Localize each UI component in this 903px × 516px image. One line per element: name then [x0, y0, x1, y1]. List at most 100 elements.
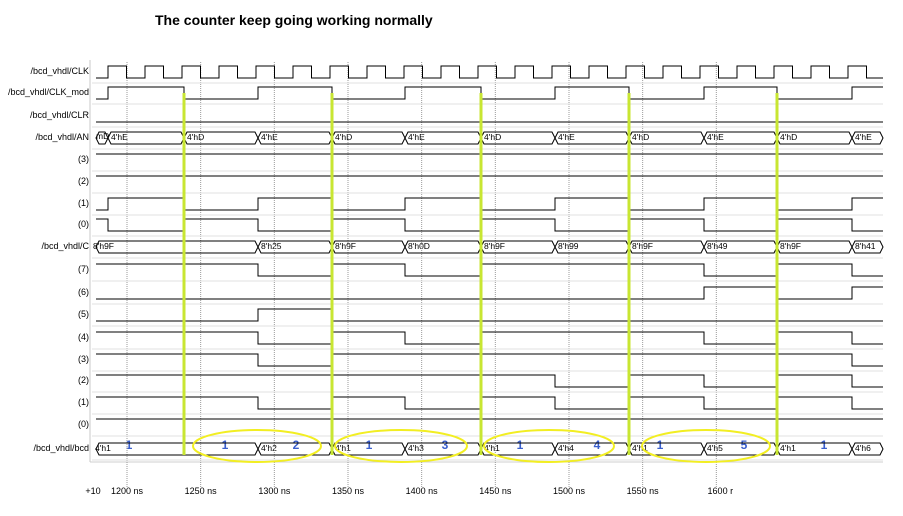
highlight-ellipse — [483, 429, 615, 463]
signal-label-c3[interactable]: (3) — [78, 354, 89, 364]
wave-c-segment — [703, 240, 778, 254]
wave-an-segment — [95, 131, 109, 145]
time-tick-label: 1600 r — [707, 486, 734, 496]
signal-label-c4[interactable]: (4) — [78, 332, 89, 342]
counter-annotation: 5 — [740, 438, 748, 452]
c-value: 8'h49 — [707, 241, 728, 251]
signal-label-an[interactable]: /bcd_vhdl/AN — [35, 132, 89, 142]
wave-bcd-segment — [95, 442, 259, 456]
signal-label-clkmod[interactable]: /bcd_vhdl/CLK_mod — [7, 87, 89, 97]
wave-an1 — [96, 197, 883, 211]
time-tick-label: 1400 ns — [405, 486, 438, 496]
wave-clk — [96, 65, 883, 79]
time-tick-label: 1550 ns — [626, 486, 659, 496]
highlight-ellipse — [192, 429, 322, 463]
wave-an-segment — [331, 131, 406, 145]
signal-label-clk[interactable]: /bcd_vhdl/CLK — [30, 66, 89, 76]
wave-c-segment — [257, 240, 333, 254]
wave-an-segment — [480, 131, 556, 145]
bcd-value: 4'h1 — [780, 443, 796, 453]
an-value: 4'hD — [632, 132, 650, 142]
wave-c-segment — [480, 240, 556, 254]
highlight-ellipse — [641, 429, 771, 463]
wave-bcd-segment — [703, 442, 778, 456]
wave-c-segment — [404, 240, 482, 254]
bcd-value: 4'h3 — [408, 443, 424, 453]
wave-an0 — [96, 218, 883, 232]
wave-an-segment — [257, 131, 333, 145]
wave-c7 — [96, 263, 883, 277]
c-value: 8'h41 — [855, 241, 876, 251]
bcd-value: 4'h2 — [261, 443, 277, 453]
c-value: 8'h9F — [93, 241, 114, 251]
time-tick-label: 1300 ns — [258, 486, 291, 496]
an-value: 4'hD — [187, 132, 205, 142]
signal-label-c5[interactable]: (5) — [78, 309, 89, 319]
counter-annotation: 1 — [125, 438, 133, 452]
counter-annotation: 4 — [593, 438, 601, 452]
time-tick-label: 1450 ns — [479, 486, 512, 496]
bcd-value: 4'h1 — [335, 443, 351, 453]
an-value: 4'hE — [111, 132, 128, 142]
wave-c5 — [96, 308, 883, 322]
signal-label-bcd[interactable]: /bcd_vhdl/bcd — [33, 443, 89, 453]
signal-label-c0[interactable]: (0) — [78, 419, 89, 429]
wave-an-segment — [776, 131, 853, 145]
c-value: 8'h0D — [408, 241, 430, 251]
an-value: 4'hE — [558, 132, 575, 142]
an-value: 4'hD — [484, 132, 502, 142]
counter-annotation: 3 — [441, 438, 449, 452]
wave-c1 — [96, 396, 883, 410]
bcd-value: 4'h1 — [632, 443, 648, 453]
wave-an-segment — [851, 131, 884, 145]
signal-label-c7[interactable]: (7) — [78, 264, 89, 274]
wave-c4 — [96, 331, 883, 345]
time-tick-label: 1200 ns — [110, 486, 144, 496]
wave-c2 — [96, 374, 883, 388]
signal-label-clr[interactable]: /bcd_vhdl/CLR — [29, 110, 89, 120]
wave-c — [95, 240, 884, 254]
an-value: 4'hE — [707, 132, 724, 142]
signal-label-an0[interactable]: (0) — [78, 219, 89, 229]
wave-an-segment — [404, 131, 482, 145]
time-tick-label: 1500 ns — [552, 486, 585, 496]
signal-label-an1[interactable]: (1) — [78, 198, 89, 208]
wave-bcd-segment — [851, 442, 884, 456]
wave-c-segment — [628, 240, 705, 254]
wave-an-segment — [554, 131, 630, 145]
wave-bcd-segment — [404, 442, 482, 456]
wave-bcd-segment — [628, 442, 705, 456]
wave-bcd-segment — [776, 442, 853, 456]
signal-label-c6[interactable]: (6) — [78, 287, 89, 297]
an-value: 4'hE — [408, 132, 425, 142]
wave-an-segment — [628, 131, 705, 145]
signal-label-c2[interactable]: (2) — [78, 375, 89, 385]
signal-label-c1[interactable]: (1) — [78, 397, 89, 407]
page-title: The counter keep going working normally — [155, 12, 433, 28]
c-value: 8'h9F — [780, 241, 801, 251]
c-value: 8'h99 — [558, 241, 579, 251]
bcd-value: 4'h4 — [558, 443, 574, 453]
counter-annotation: 1 — [365, 438, 373, 452]
counter-annotation: 2 — [292, 438, 300, 452]
wave-c-segment — [776, 240, 853, 254]
counter-annotation: 1 — [820, 438, 828, 452]
bcd-value: 4'h6 — [855, 443, 871, 453]
signal-label-an3[interactable]: (3) — [78, 154, 89, 164]
counter-annotation: 1 — [221, 438, 229, 452]
wave-an — [95, 131, 884, 145]
c-value: 8'h9F — [335, 241, 356, 251]
wave-an-segment — [107, 131, 185, 145]
time-axis-start: +10 — [85, 486, 101, 496]
wave-c-segment — [851, 240, 884, 254]
time-tick-label: 1350 ns — [331, 486, 364, 496]
wave-c3 — [96, 353, 883, 367]
signal-label-an2[interactable]: (2) — [78, 176, 89, 186]
an-value-start: mD — [96, 131, 110, 141]
wave-c6 — [96, 286, 883, 300]
c-value: 8'h25 — [261, 241, 282, 251]
an-value: 4'hE — [855, 132, 872, 142]
highlight-ellipse — [334, 429, 468, 463]
signal-label-c[interactable]: /bcd_vhdl/C — [41, 241, 89, 251]
